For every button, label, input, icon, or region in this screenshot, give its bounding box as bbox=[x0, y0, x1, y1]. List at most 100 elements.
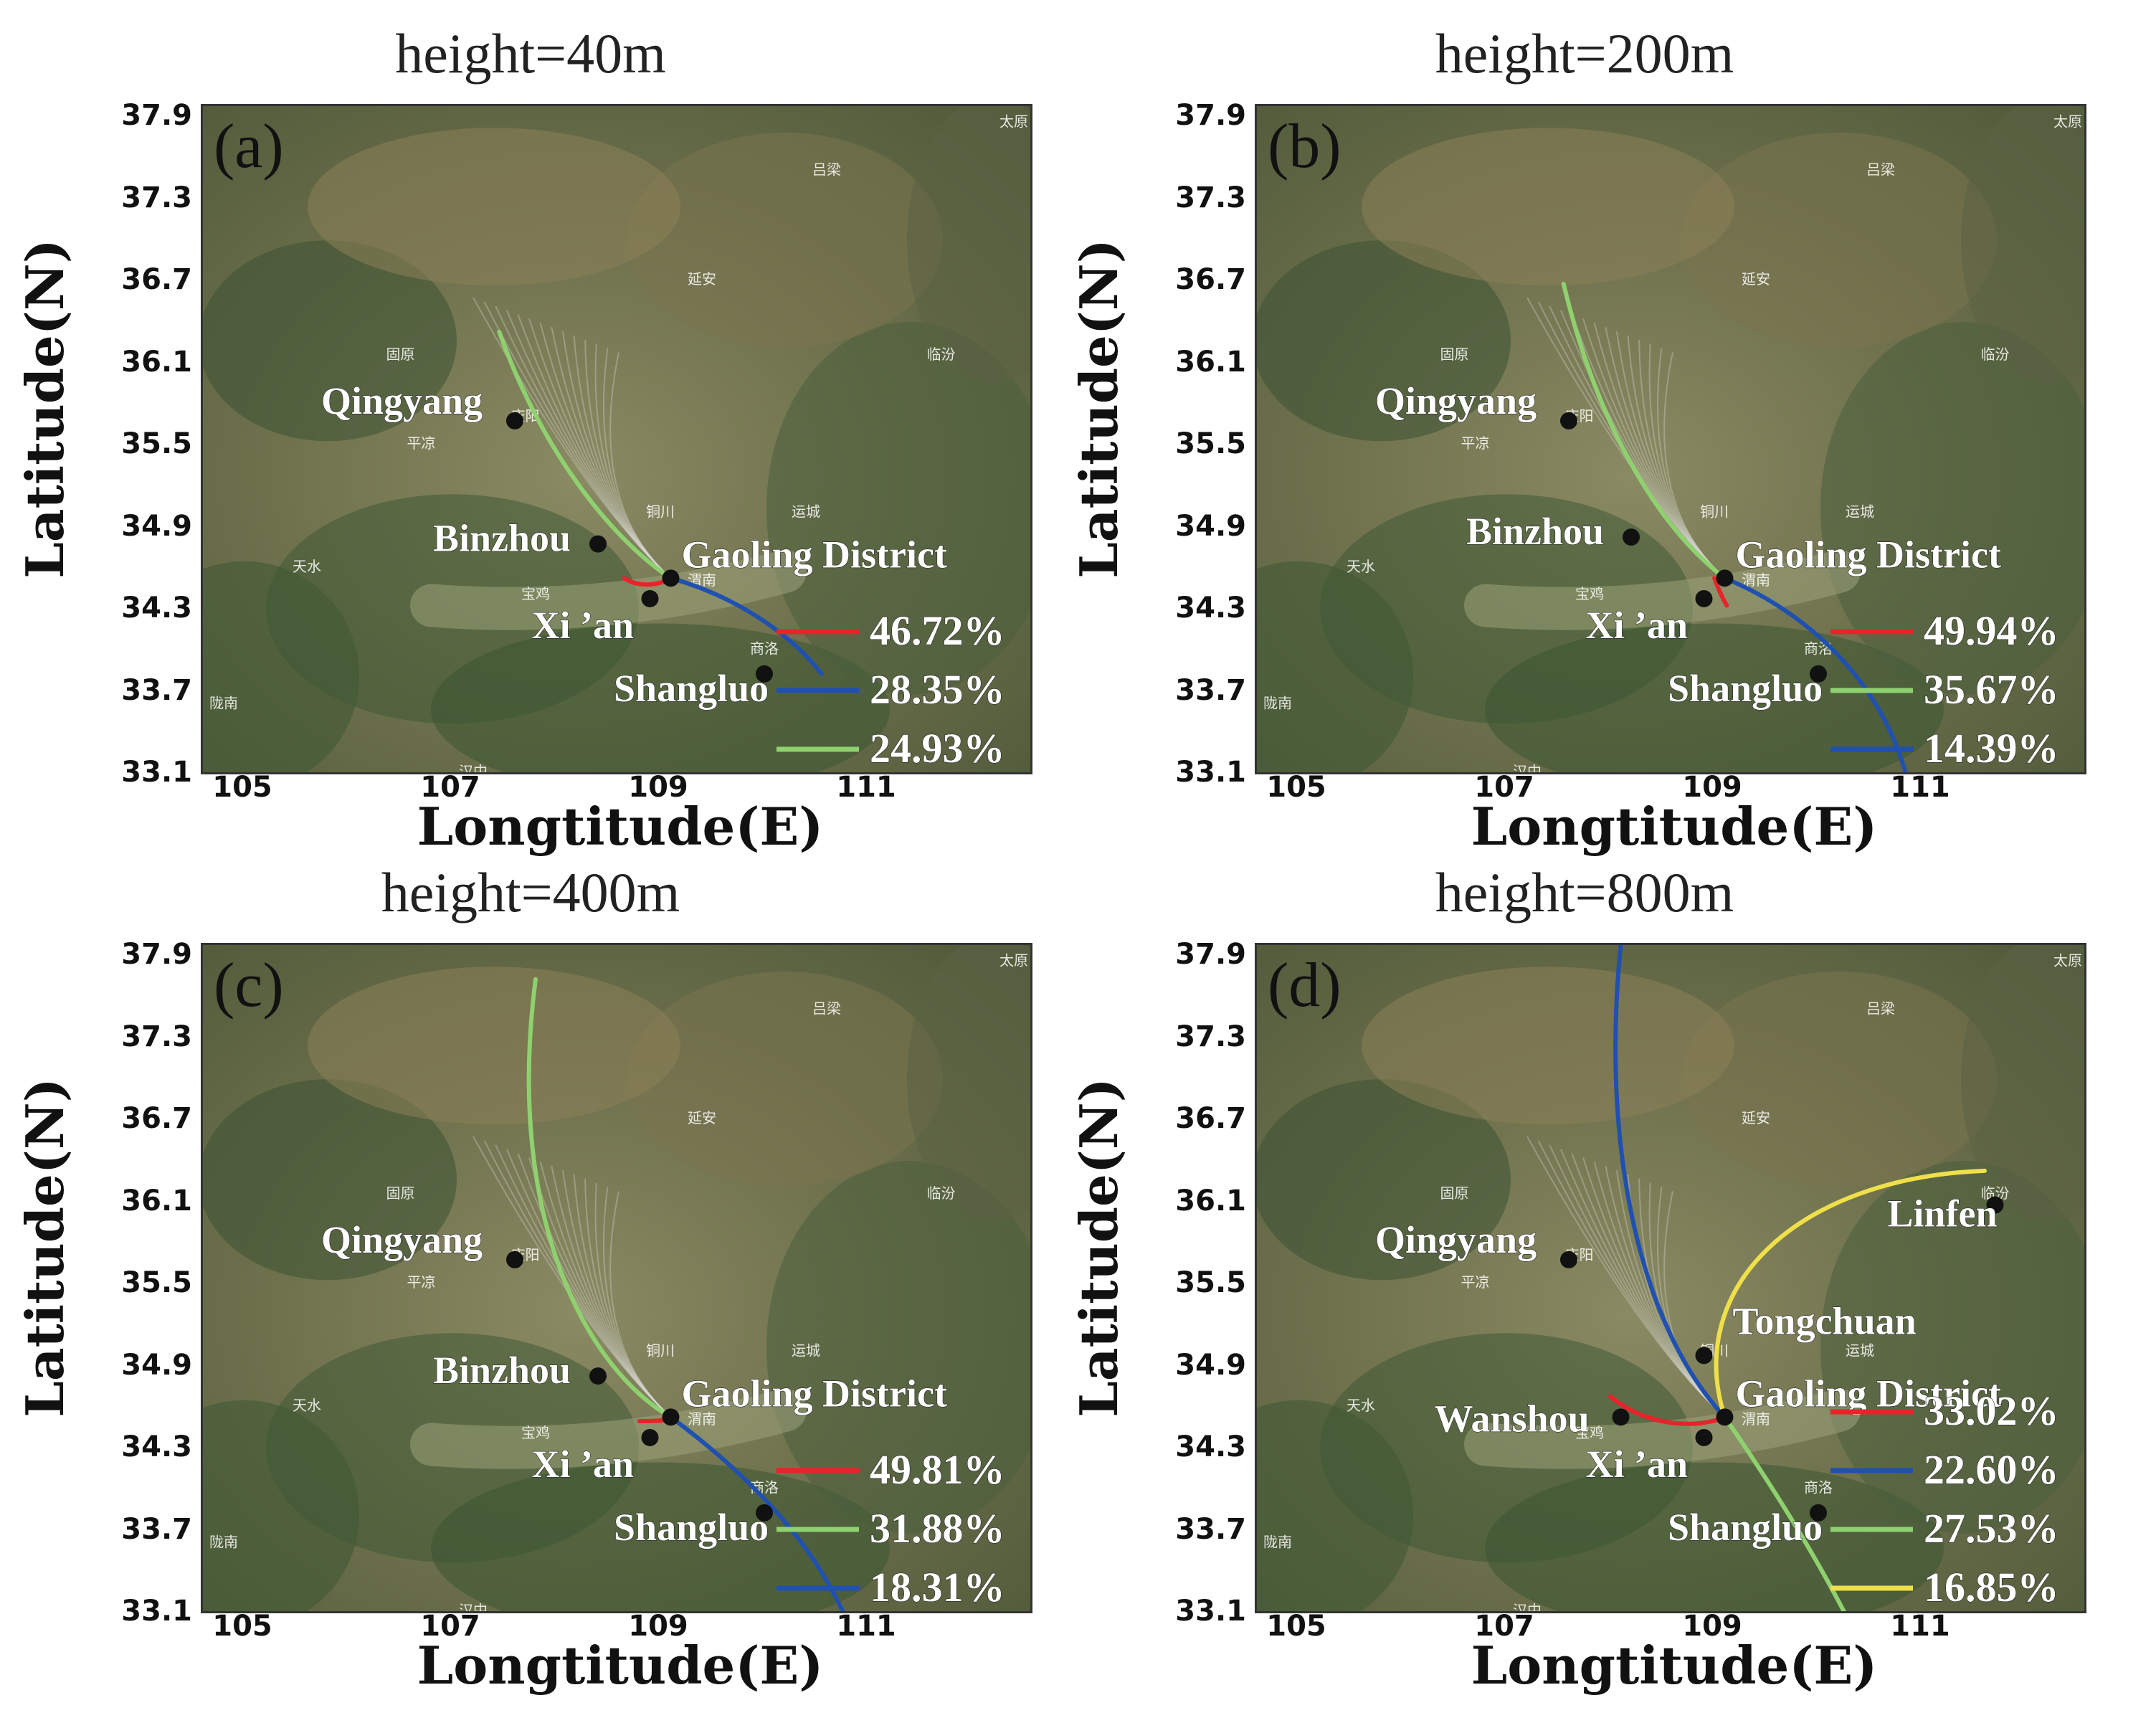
city-marker bbox=[1695, 589, 1713, 607]
y-tick-label: 35.5 bbox=[121, 427, 192, 461]
y-tick-label: 33.1 bbox=[1175, 1595, 1246, 1628]
panel-letter: (c) bbox=[214, 951, 284, 1020]
terrain-patch bbox=[627, 133, 943, 348]
basemap-place-label: 固原 bbox=[1440, 346, 1469, 363]
cluster-trajectory-red bbox=[622, 576, 668, 587]
basemap-place-label: 运城 bbox=[792, 1342, 820, 1359]
city-marker bbox=[756, 665, 773, 683]
y-tick-label: 33.7 bbox=[121, 1512, 192, 1546]
basemap-place-label: 平凉 bbox=[407, 435, 436, 452]
basemap-place-label: 汉中 bbox=[1513, 1602, 1542, 1613]
y-tick-label: 33.1 bbox=[121, 756, 192, 789]
y-axis-label: Latitude(N) bbox=[14, 239, 75, 579]
x-tick-label: 109 bbox=[1682, 771, 1742, 804]
map-panel: height=400m Latitude(N) Longtitude(E) 37.9 3… bbox=[0, 839, 1061, 1696]
city-marker bbox=[589, 1367, 607, 1385]
basemap-place-label: 吕梁 bbox=[1866, 1000, 1895, 1017]
trajectory-line bbox=[528, 1157, 672, 1418]
trajectory-line bbox=[539, 1162, 672, 1418]
terrain-patch bbox=[1820, 322, 2084, 695]
city-label: Gaoling District bbox=[682, 533, 947, 576]
basemap-place-label: 固原 bbox=[386, 1185, 415, 1202]
wei-river-basin bbox=[410, 549, 807, 630]
basemap-place-label: 宝鸡 bbox=[521, 585, 550, 602]
y-tick-label: 37.3 bbox=[121, 181, 192, 214]
trajectory-line bbox=[573, 1174, 672, 1418]
city-label: Qingyang bbox=[321, 1218, 483, 1261]
basemap-place-label: 运城 bbox=[1846, 1342, 1874, 1359]
basemap-place-label: 汉中 bbox=[459, 763, 488, 774]
city-label: Binzhou bbox=[433, 1349, 571, 1392]
city-label: Shangluo bbox=[614, 1506, 769, 1549]
cluster-trajectory-green bbox=[526, 977, 673, 1420]
basemap-place-label: 陇南 bbox=[209, 1534, 238, 1551]
y-tick-label: 33.7 bbox=[121, 673, 192, 707]
terrain-patch bbox=[1257, 240, 1511, 442]
cluster-trajectory-red bbox=[1608, 1394, 1727, 1426]
x-tick-label: 109 bbox=[628, 771, 688, 804]
basemap-place-label: 渭南 bbox=[688, 1410, 716, 1428]
terrain-patch bbox=[308, 967, 680, 1125]
basemap-place-label: 商洛 bbox=[750, 640, 779, 657]
x-tick-label: 111 bbox=[1890, 1610, 1950, 1643]
terrain-patch bbox=[1681, 133, 1997, 348]
city-label: Wanshou bbox=[1435, 1397, 1590, 1440]
legend-percent: 24.93% bbox=[870, 725, 1005, 772]
basemap-place-label: 铜川 bbox=[1700, 503, 1729, 520]
trajectory-line bbox=[1638, 339, 1726, 579]
terrain-patch bbox=[1681, 972, 1997, 1187]
terrain-patch bbox=[1820, 1161, 2084, 1534]
y-tick-label: 33.7 bbox=[1175, 1512, 1246, 1546]
satellite-map: 太原 吕梁 延安 临汾 固原 平凉 庆阳 铜川 运城 天水 宝鸡 渭南 商洛 汉中 陇南 Qingyang Bi… bbox=[201, 104, 1032, 774]
trajectory-line bbox=[1605, 327, 1726, 579]
x-tick-label: 107 bbox=[1474, 1610, 1534, 1643]
city-label: Gaoling District bbox=[1736, 533, 2001, 576]
panel-letter: (d) bbox=[1268, 951, 1341, 1020]
legend-percent: 31.88% bbox=[870, 1505, 1005, 1552]
x-tick-label: 105 bbox=[1266, 1610, 1326, 1643]
trajectory-line bbox=[517, 1153, 672, 1418]
trajectory-line bbox=[1593, 1162, 1726, 1418]
legend-percent: 49.81% bbox=[870, 1446, 1005, 1493]
cluster-trajectory-blue bbox=[1613, 945, 1727, 1420]
y-tick-label: 36.1 bbox=[121, 345, 192, 379]
x-tick-label: 105 bbox=[1266, 771, 1326, 804]
x-tick-label: 111 bbox=[836, 771, 896, 804]
basemap-place-label: 延安 bbox=[688, 1109, 716, 1126]
basemap-place-label: 太原 bbox=[2053, 113, 2082, 130]
cluster-trajectory-blue bbox=[668, 1415, 845, 1611]
trajectory-line bbox=[539, 323, 672, 579]
city-label: Qingyang bbox=[1375, 1218, 1537, 1261]
terrain-patch bbox=[1961, 106, 2084, 384]
trajectory-line bbox=[517, 314, 672, 579]
trajectory-line bbox=[1549, 305, 1726, 579]
city-marker bbox=[1560, 412, 1577, 429]
map-panel: height=800m Latitude(N) Longtitude(E) 37.9 3… bbox=[1054, 839, 2115, 1696]
trajectory-line bbox=[1582, 1157, 1726, 1418]
legend-percent: 22.60% bbox=[1924, 1446, 2059, 1493]
y-tick-label: 37.3 bbox=[1175, 181, 1246, 214]
basemap-place-label: 天水 bbox=[1347, 558, 1375, 575]
basemap-place-label: 天水 bbox=[293, 1397, 321, 1414]
x-tick-label: 107 bbox=[420, 771, 480, 804]
cluster-trajectory-green bbox=[1722, 1415, 1846, 1611]
city-marker bbox=[1716, 1408, 1734, 1426]
trajectory-line bbox=[573, 335, 672, 579]
terrain-patch bbox=[1257, 1079, 1511, 1281]
y-tick-label: 34.9 bbox=[121, 1348, 192, 1382]
basemap-place-label: 渭南 bbox=[1742, 1410, 1770, 1428]
terrain-patch bbox=[1961, 945, 2084, 1223]
city-marker bbox=[1612, 1408, 1630, 1426]
trajectory-line bbox=[495, 305, 672, 579]
terrain-patch bbox=[907, 945, 1030, 1223]
basemap-place-label: 运城 bbox=[1846, 503, 1874, 520]
y-tick-label: 35.5 bbox=[1175, 1266, 1246, 1300]
basemap-place-label: 吕梁 bbox=[1866, 161, 1895, 178]
terrain-patch bbox=[1485, 623, 1944, 772]
city-marker bbox=[641, 1428, 659, 1446]
city-label: Shangluo bbox=[1668, 1506, 1823, 1549]
trajectory-line bbox=[609, 1191, 672, 1418]
x-tick-label: 109 bbox=[1682, 1610, 1742, 1643]
